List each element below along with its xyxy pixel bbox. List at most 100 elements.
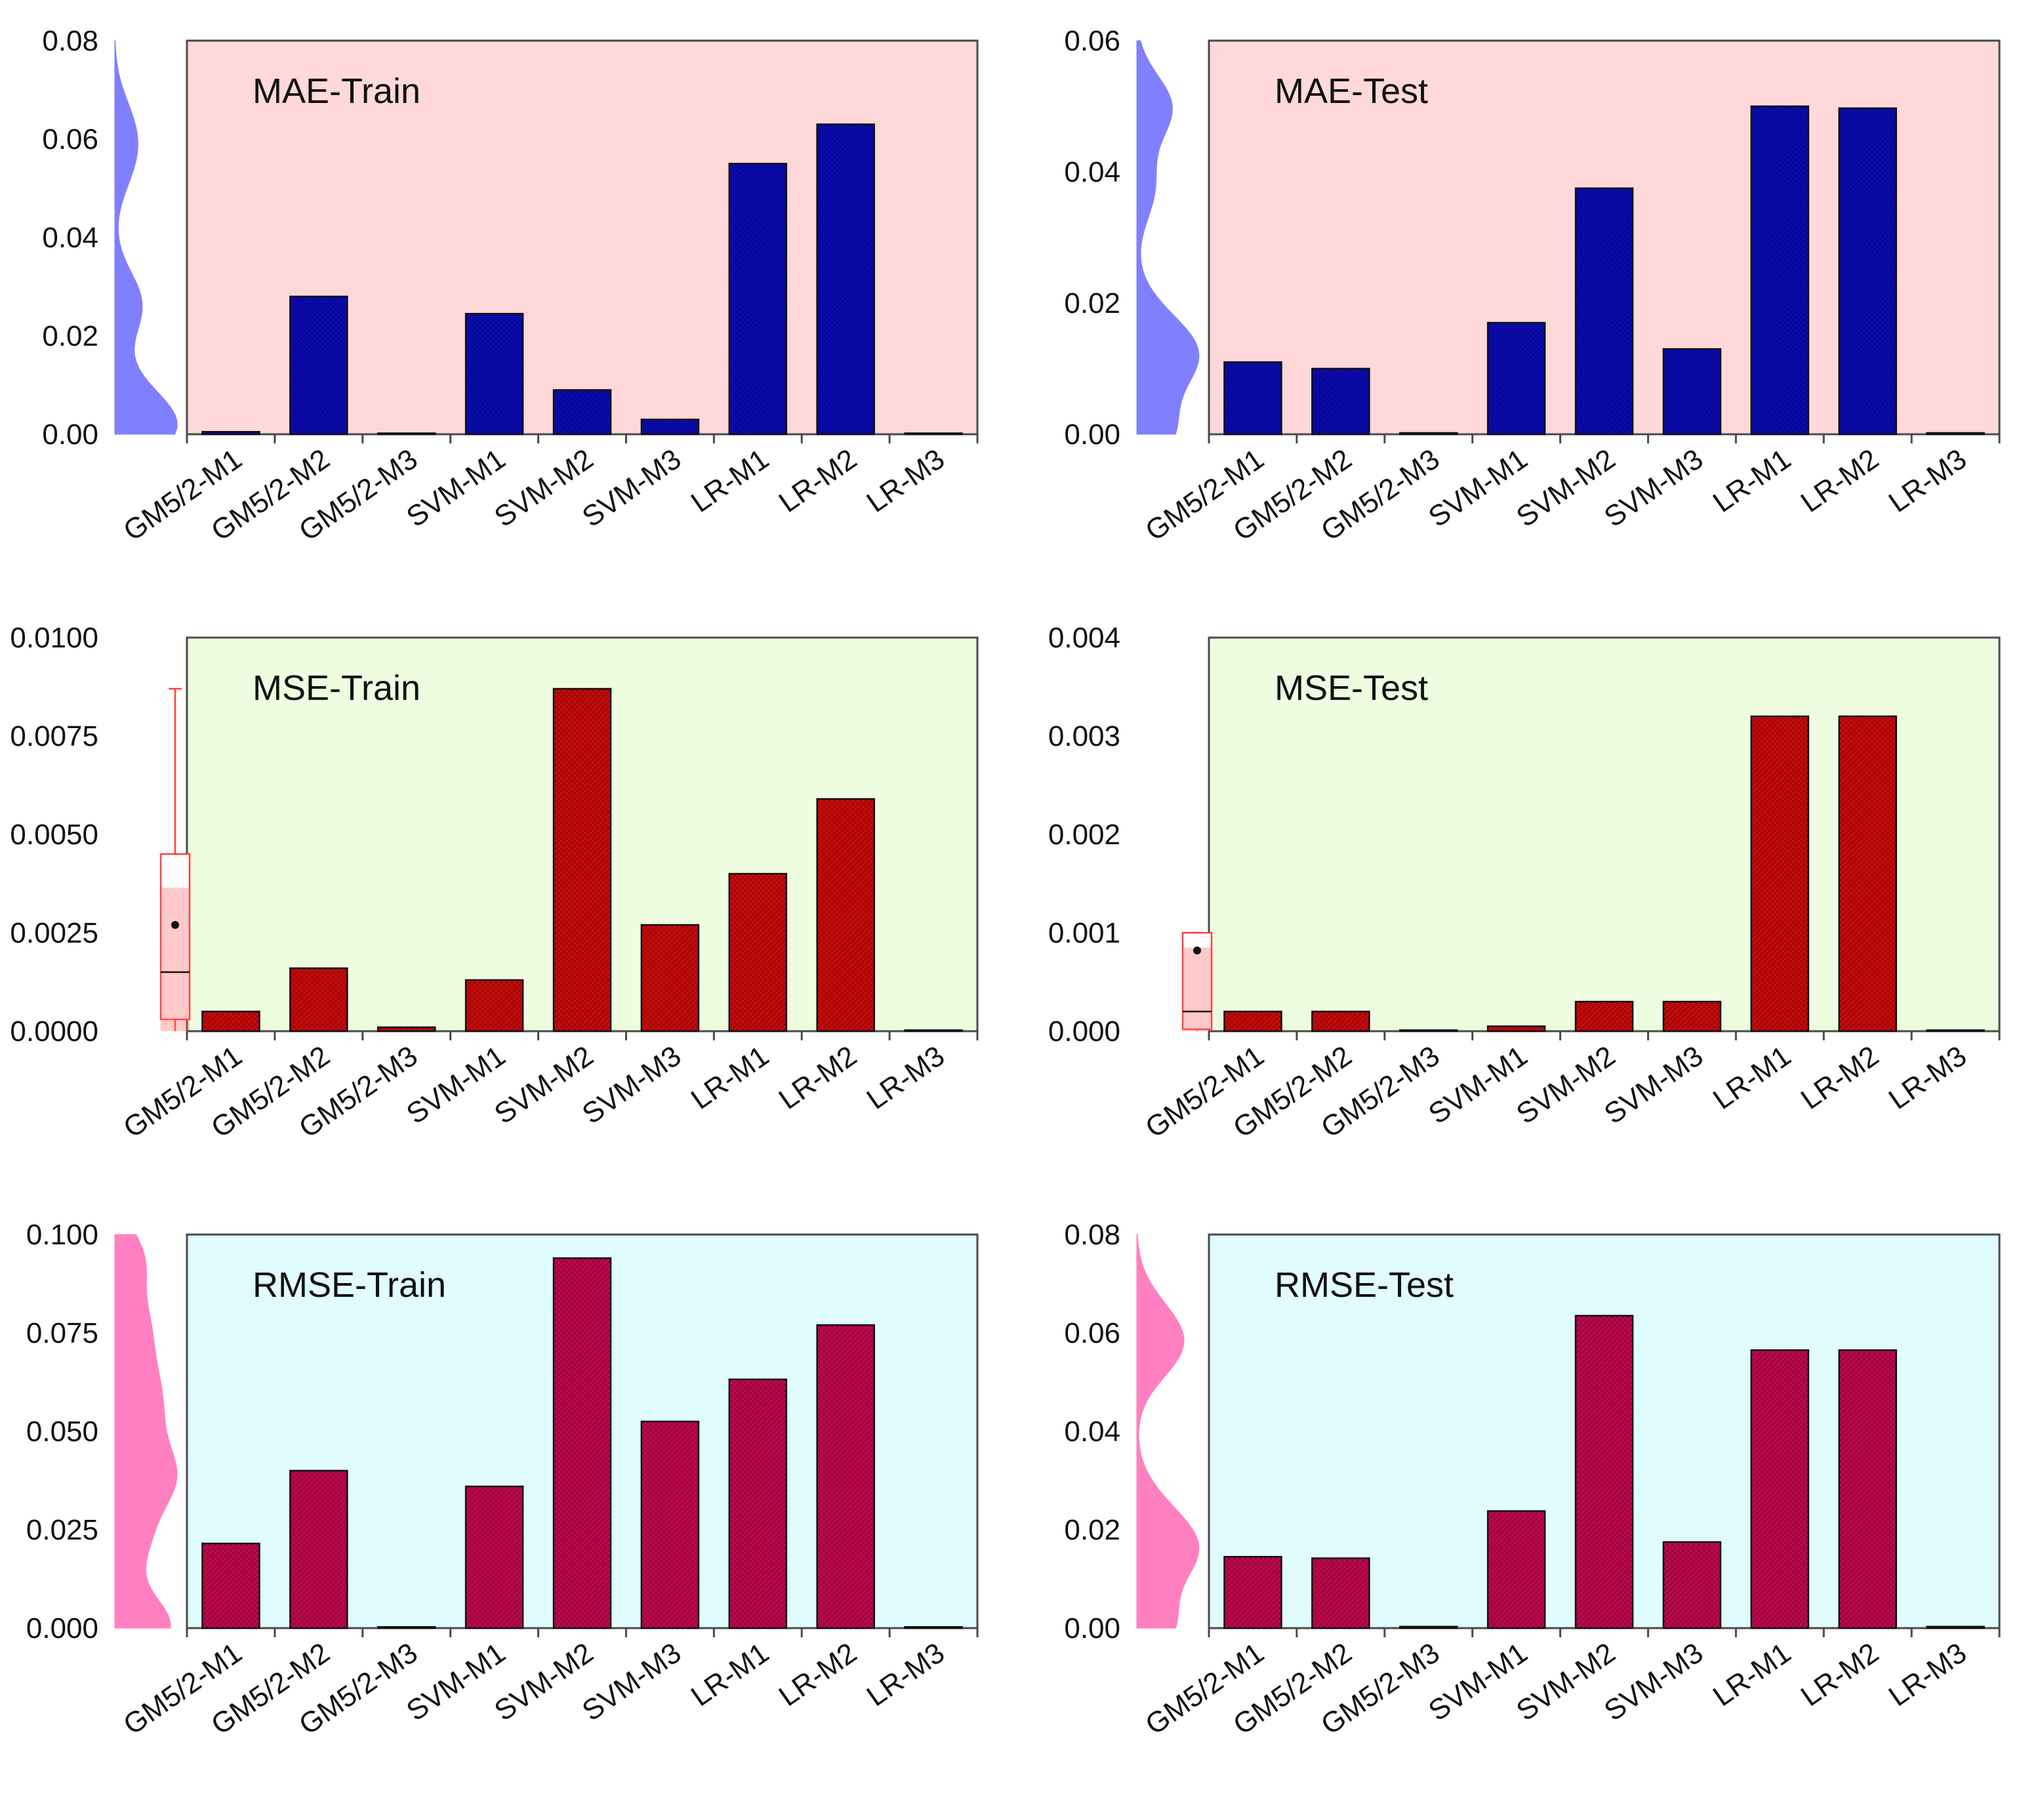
bar-svm-m3	[640, 924, 700, 1032]
bar-lr-m3	[1926, 432, 1985, 436]
bar-gm5-2-m2	[1311, 367, 1370, 436]
x-tick-label: SVM-M2	[489, 1637, 599, 1727]
bar-lr-m1	[728, 163, 788, 436]
bar-lr-m1	[1750, 1349, 1810, 1629]
bar-lr-m2	[816, 1324, 875, 1629]
x-tick-label: SVM-M1	[1423, 443, 1533, 533]
bar-lr-m3	[1926, 1625, 1985, 1629]
chart-mae-train: MAE-Train 0.00 0.02 0.04 0.06 0.08 GM5/2-M1 GM5…	[0, 0, 1022, 590]
density-marginal	[1136, 1234, 1200, 1629]
bar-gm5-2-m1	[1223, 1010, 1282, 1032]
bar-svm-m3	[640, 1420, 700, 1629]
bar-svm-m3	[1662, 1541, 1722, 1629]
chart-title: MSE-Test	[1275, 668, 1428, 708]
y-tick-label: 0.02	[1064, 1514, 1120, 1546]
x-tick-label: LR-M3	[1883, 1637, 1972, 1713]
bar-svm-m3	[1662, 1000, 1722, 1032]
bar-gm5-2-m1	[201, 1542, 260, 1629]
chart-rmse-test-svg: RMSE-Test0.000.020.040.060.08GM5/2-M1GM5…	[1064, 1219, 2001, 1741]
x-tick-label: SVM-M3	[577, 1040, 687, 1130]
density-marginal	[114, 1234, 178, 1629]
x-tick-label: SVM-M2	[1511, 1637, 1621, 1727]
y-tick-label: 0.000	[1048, 1015, 1120, 1048]
box-mean	[1193, 947, 1201, 954]
y-tick-label: 0.0025	[10, 917, 98, 949]
bar-gm5-2-m3	[377, 1625, 436, 1629]
chart-title: MAE-Test	[1275, 72, 1428, 111]
bar-gm5-2-m2	[289, 967, 348, 1032]
x-tick-label: SVM-M1	[1423, 1040, 1533, 1130]
bar-svm-m2	[1574, 1000, 1634, 1032]
x-tick-label: SVM-M3	[1599, 443, 1709, 533]
y-tick-label: 0.025	[26, 1514, 98, 1546]
chart-mae-test-svg: MAE-Test0.000.020.040.06GM5/2-M1GM5/2-M2…	[1064, 25, 2001, 547]
x-tick-label: LR-M3	[1883, 1040, 1972, 1116]
bar-lr-m3	[904, 1625, 963, 1629]
bar-svm-m2	[1574, 1315, 1634, 1629]
y-tick-label: 0.003	[1048, 720, 1120, 752]
bar-gm5-2-m3	[1399, 432, 1458, 436]
box-fill	[1183, 947, 1212, 1031]
y-tick-label: 0.08	[42, 25, 98, 57]
y-tick-label: 0.00	[1064, 1612, 1120, 1645]
y-tick-label: 0.04	[42, 222, 98, 254]
x-tick-label: SVM-M2	[489, 1040, 599, 1130]
y-tick-label: 0.00	[42, 419, 98, 451]
bar-svm-m1	[464, 313, 524, 436]
chart-mse-train-svg: MSE-Train0.00000.00250.00500.00750.0100G…	[10, 622, 979, 1144]
y-tick-label: 0.04	[1064, 1416, 1120, 1448]
chart-rmse-test: RMSE-Test 0.00 0.02 0.04 0.06 0.08 GM5/2-M1 GM5…	[1022, 1194, 2044, 1784]
x-tick-label: LR-M2	[1795, 1637, 1885, 1713]
x-tick-label: LR-M2	[773, 443, 863, 519]
y-tick-label: 0.06	[42, 123, 98, 155]
y-tick-label: 0.100	[26, 1219, 98, 1251]
x-tick-label: SVM-M1	[401, 443, 511, 533]
x-tick-label: LR-M3	[861, 1040, 950, 1116]
chart-mse-test: MSE-Test 0.000 0.001 0.002 0.003 0.004 GM5/2-M…	[1022, 597, 2044, 1187]
box-mean	[171, 921, 179, 929]
y-tick-label: 0.075	[26, 1317, 98, 1349]
y-tick-label: 0.0100	[10, 622, 98, 654]
x-tick-label: LR-M2	[1795, 1040, 1885, 1116]
density-marginal	[1136, 40, 1200, 435]
bar-svm-m3	[640, 419, 700, 436]
bar-gm5-2-m1	[201, 1010, 260, 1032]
bar-gm5-2-m2	[1311, 1010, 1370, 1032]
chart-mae-test: MAE-Test 0.00 0.02 0.04 0.06 GM5/2-M1 GM5/2-M2…	[1022, 0, 2044, 590]
bar-lr-m2	[1838, 715, 1897, 1032]
bar-gm5-2-m3	[377, 432, 436, 436]
chart-mae-train-svg: MAE-Train0.000.020.040.060.08GM5/2-M1GM5…	[42, 25, 979, 547]
bar-lr-m1	[1750, 715, 1810, 1032]
bar-lr-m1	[1750, 105, 1810, 436]
chart-rmse-train: RMSE-Train 0.000 0.025 0.050 0.075 0.100 GM5/2…	[0, 1194, 1022, 1784]
y-tick-label: 0.08	[1064, 1219, 1120, 1251]
bar-svm-m1	[1486, 1025, 1546, 1032]
bar-gm5-2-m3	[1399, 1625, 1458, 1629]
x-tick-label: SVM-M3	[1599, 1040, 1709, 1130]
bar-gm5-2-m2	[1311, 1557, 1370, 1629]
bar-svm-m3	[1662, 348, 1722, 436]
y-tick-label: 0.06	[1064, 1317, 1120, 1349]
y-tick-label: 0.0075	[10, 720, 98, 752]
bar-lr-m1	[728, 872, 788, 1032]
bar-gm5-2-m1	[201, 431, 260, 436]
bar-svm-m1	[1486, 321, 1546, 436]
y-tick-label: 0.04	[1064, 156, 1120, 188]
x-tick-label: SVM-M2	[489, 443, 599, 533]
bar-svm-m2	[552, 1257, 612, 1629]
bar-lr-m2	[816, 798, 875, 1032]
bar-lr-m2	[1838, 107, 1897, 436]
bar-gm5-2-m2	[289, 1469, 348, 1629]
x-tick-label: SVM-M3	[577, 1637, 687, 1727]
y-tick-label: 0.06	[1064, 25, 1120, 57]
bar-lr-m1	[728, 1378, 788, 1629]
x-tick-label: SVM-M1	[401, 1040, 511, 1130]
y-tick-label: 0.050	[26, 1416, 98, 1448]
chart-title: RMSE-Train	[253, 1265, 446, 1305]
bar-svm-m1	[464, 1485, 524, 1629]
bar-svm-m1	[464, 979, 524, 1032]
x-tick-label: LR-M2	[1795, 443, 1885, 519]
y-tick-label: 0.000	[26, 1612, 98, 1645]
bar-gm5-2-m2	[289, 295, 348, 436]
x-tick-label: LR-M1	[1707, 1637, 1797, 1713]
